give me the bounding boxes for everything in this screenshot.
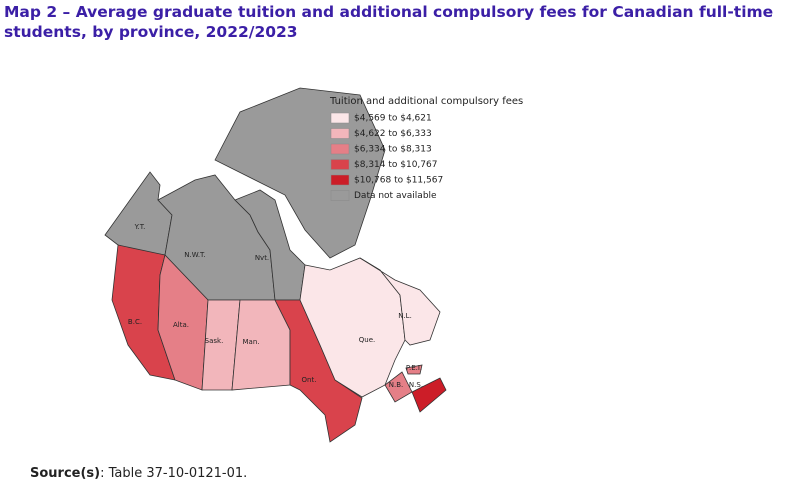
region-label: Que. — [359, 336, 375, 344]
region-label: Sask. — [205, 337, 224, 345]
legend-title: Tuition and additional compulsory fees — [329, 96, 523, 107]
region-shape — [231, 299, 291, 391]
provinces — [104, 87, 447, 443]
legend-label: $6,334 to $8,313 — [354, 145, 432, 155]
map: Y.T. N.W.T. Nvt. B.C. Alta. Sask. Man. Ont. Que.… — [104, 87, 523, 443]
legend-label: Data not available — [354, 191, 437, 201]
region-label: Alta. — [173, 321, 189, 329]
legend-label: $10,768 to $11,567 — [354, 176, 443, 186]
region-label: N.L. — [398, 312, 412, 320]
legend-swatch — [330, 112, 350, 124]
region-label: Nvt. — [255, 254, 269, 262]
region-shape — [359, 257, 441, 346]
source-text: : Table 37-10-0121-01. — [100, 466, 248, 481]
region-label: B.C. — [128, 318, 142, 326]
source: Source(s): Table 37-10-0121-01. — [30, 466, 247, 481]
region-shape — [411, 377, 447, 413]
region-label: Y.T. — [134, 223, 146, 231]
legend-swatch — [330, 190, 350, 201]
region-shape — [104, 171, 173, 256]
map-title: Map 2 – Average graduate tuition and add… — [4, 3, 774, 41]
legend-swatch — [330, 159, 350, 170]
region-label: N.B. — [389, 381, 404, 389]
legend-label: $8,314 to $10,767 — [354, 160, 437, 170]
source-label: Source(s) — [30, 466, 101, 481]
legend-label: $4,622 to $6,333 — [354, 129, 432, 139]
region-label: Ont. — [302, 376, 317, 384]
region-labels: Y.T. N.W.T. Nvt. B.C. Alta. Sask. Man. Ont. Que.… — [128, 223, 423, 389]
region-label: Man. — [243, 338, 260, 346]
legend-label: $4,569 to $4,621 — [354, 114, 432, 124]
region-label: N.S. — [409, 381, 423, 389]
legend-swatch — [330, 128, 350, 139]
region-label: N.W.T. — [184, 251, 205, 259]
legend-swatch — [330, 174, 350, 186]
legend-swatch — [330, 143, 350, 155]
region-shape — [405, 364, 423, 375]
region-label: P.E.I. — [406, 364, 422, 372]
legend: Tuition and additional compulsory fees $… — [329, 96, 523, 201]
